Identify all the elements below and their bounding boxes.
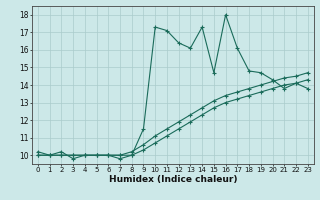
X-axis label: Humidex (Indice chaleur): Humidex (Indice chaleur)	[108, 175, 237, 184]
